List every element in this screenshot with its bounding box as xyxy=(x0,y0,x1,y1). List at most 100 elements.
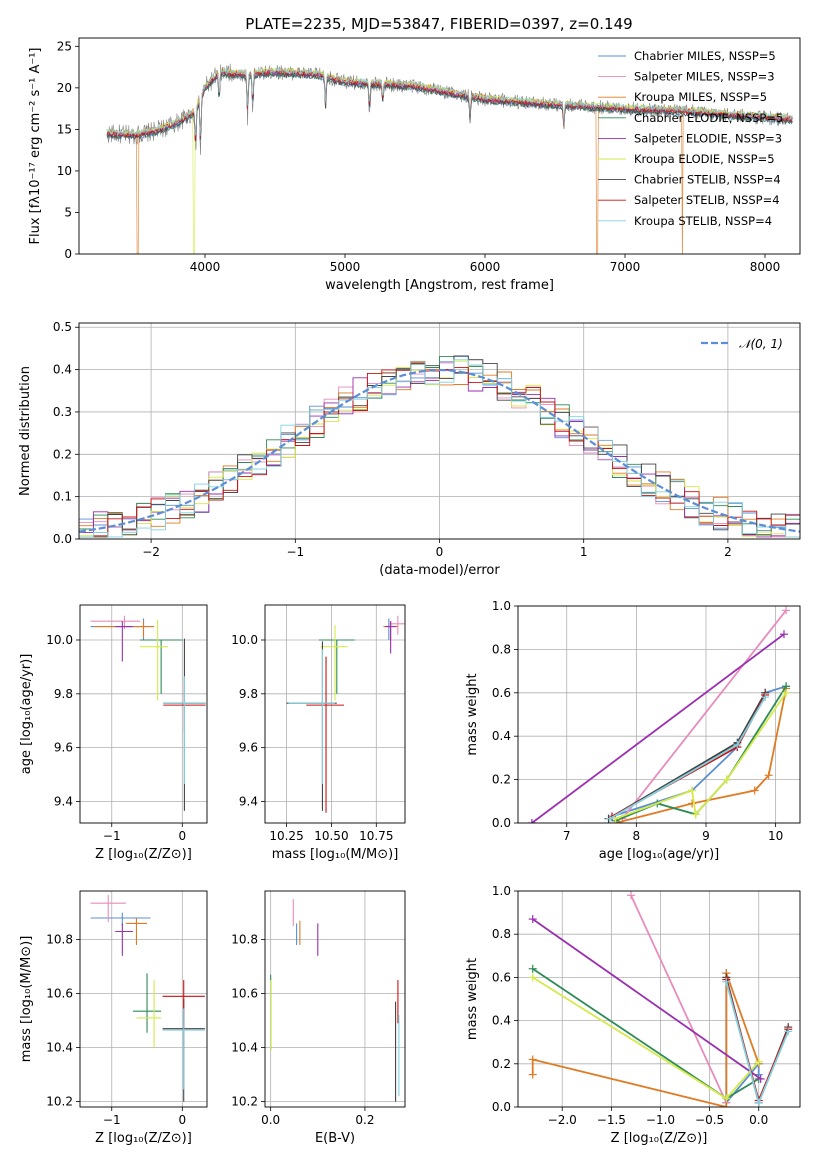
weight-marker xyxy=(528,973,537,982)
x-tick-label: 0 xyxy=(178,1113,186,1127)
axes-weight_vs_age: 7 8 9 10 0.0 0.2 0.4 0.6 0.8 1.0 age [log₁₀(age/yr… xyxy=(465,599,800,862)
legend-label: Salpeter ELODIE, NSSP=3 xyxy=(634,131,782,145)
y-tick-label: 0 xyxy=(64,247,72,261)
frame-spectrum xyxy=(78,37,801,255)
errorbar-point xyxy=(288,649,335,784)
x-tick-label: 10 xyxy=(768,829,783,843)
x-tick-label: 4000 xyxy=(190,260,221,274)
weight-marker xyxy=(528,915,537,924)
y-tick-label: 9.4 xyxy=(239,794,258,808)
weight-marker xyxy=(750,786,759,795)
weight-series-line xyxy=(532,918,762,1080)
errorbar-point xyxy=(132,973,162,1033)
x-tick-label: 5000 xyxy=(330,260,361,274)
x-tick-label: −1 xyxy=(103,1113,121,1127)
x-axis-label: Z [log₁₀(Z/Z⊙)] xyxy=(95,1131,192,1146)
errorbar-point xyxy=(115,923,133,956)
y-tick-label: 5 xyxy=(64,205,72,219)
y-tick-label: 0.2 xyxy=(53,447,72,461)
errorbar-point xyxy=(136,980,162,1048)
weight-marker xyxy=(782,688,791,697)
y-tick-label: 0.8 xyxy=(492,927,511,941)
y-axis-label: mass weight xyxy=(465,673,480,755)
x-tick-label: −1.0 xyxy=(646,1113,675,1127)
weight-marker xyxy=(528,1055,537,1064)
frame-weight_vs_age xyxy=(517,605,801,824)
y-axis-label: age [log₁₀(age/yr)] xyxy=(19,654,34,775)
x-tick-label: 0.0 xyxy=(749,1113,768,1127)
model-spectrum-line xyxy=(106,69,793,142)
weight-series-line xyxy=(532,976,760,1100)
weight-series-line xyxy=(725,977,790,1106)
frame-age_vs_Z xyxy=(79,604,208,824)
y-tick-label: 0.3 xyxy=(53,405,72,419)
errorbar-point xyxy=(318,639,355,694)
y-axis-label: mass weight xyxy=(465,958,480,1040)
weight-marker xyxy=(527,819,536,823)
x-tick-label: 0.2 xyxy=(355,1113,374,1127)
errorbar-point xyxy=(383,618,397,640)
y-tick-label: 10.0 xyxy=(46,633,73,647)
y-axis-label: mass [log₁₀(M/M⊙)] xyxy=(19,936,34,1063)
errorbar-point xyxy=(286,641,337,811)
errorbar-point xyxy=(306,656,344,813)
y-tick-label: 9.6 xyxy=(239,741,258,755)
y-tick-label: 20 xyxy=(57,81,72,95)
errorbar-point xyxy=(90,895,126,923)
x-tick-label: 10.75 xyxy=(359,829,393,843)
y-tick-label: 15 xyxy=(57,122,72,136)
y-tick-label: 0.4 xyxy=(492,729,511,743)
age_vs_mass-plot xyxy=(286,615,405,813)
weight-series-line xyxy=(621,609,787,820)
x-tick-label: 7 xyxy=(563,829,571,843)
weight-marker xyxy=(782,606,791,615)
errorbar-point xyxy=(162,1008,205,1090)
weight-marker xyxy=(722,1103,731,1107)
x-tick-label: −1.5 xyxy=(597,1113,626,1127)
weight-marker xyxy=(754,1098,763,1107)
hist-legend: 𝒩(0, 1) xyxy=(701,337,783,351)
y-tick-label: 9.4 xyxy=(54,794,73,808)
x-tick-label: −0.5 xyxy=(695,1113,724,1127)
legend-label: Chabrier ELODIE, NSSP=5 xyxy=(634,111,783,125)
y-tick-label: 0.0 xyxy=(492,816,511,830)
y-tick-label: 1.0 xyxy=(492,599,511,613)
weight-marker xyxy=(688,786,697,795)
age_vs_Z-plot xyxy=(90,615,206,811)
x-axis-label: wavelength [Angstrom, rest frame] xyxy=(325,278,554,293)
y-axis-label: Flux [fλ10⁻¹⁷ erg cm⁻² s⁻¹ A⁻¹] xyxy=(28,48,43,245)
spectrum-plot xyxy=(106,63,794,254)
x-tick-label: −2.0 xyxy=(548,1113,577,1127)
weight-marker xyxy=(722,1094,731,1103)
x-tick-label: 8 xyxy=(633,829,641,843)
errorbar-point xyxy=(90,912,151,927)
errorbar-point xyxy=(385,621,397,654)
y-tick-label: 10.2 xyxy=(231,1095,258,1109)
weight_vs_age-plot xyxy=(527,606,791,823)
legend-label: Kroupa ELODIE, NSSP=5 xyxy=(634,152,775,166)
mass_vs_EBV-plot xyxy=(270,899,400,1102)
x-tick-label: 8000 xyxy=(750,260,781,274)
axes-mass_vs_Z: −1 0 10.2 10.4 10.6 10.8 Z [log₁₀(Z/Z⊙)] mass [… xyxy=(19,891,207,1146)
errorbar-point xyxy=(139,639,183,694)
mass_vs_Z-plot xyxy=(90,895,205,1102)
weight-series-line xyxy=(532,968,760,1100)
legend-label: Kroupa MILES, NSSP=5 xyxy=(634,90,767,104)
x-axis-label: age [log₁₀(age/yr)] xyxy=(599,847,720,862)
errorbar-point xyxy=(320,625,348,701)
frame-age_vs_mass xyxy=(264,604,406,824)
x-axis-label: (data-model)/error xyxy=(379,563,500,578)
y-tick-label: 0.6 xyxy=(492,970,511,984)
x-tick-label: 10.25 xyxy=(269,829,303,843)
y-tick-label: 9.8 xyxy=(239,687,258,701)
y-tick-label: 0.1 xyxy=(53,490,72,504)
weight-series-line xyxy=(615,688,787,823)
y-tick-label: 10.8 xyxy=(46,933,73,947)
x-tick-label: −2 xyxy=(142,545,160,559)
x-tick-label: 0.0 xyxy=(261,1113,280,1127)
weight-marker xyxy=(722,977,731,986)
x-axis-label: Z [log₁₀(Z/Z⊙)] xyxy=(611,1131,708,1146)
frame-weight_vs_Z xyxy=(517,890,801,1108)
y-tick-label: 0.4 xyxy=(492,1014,511,1028)
